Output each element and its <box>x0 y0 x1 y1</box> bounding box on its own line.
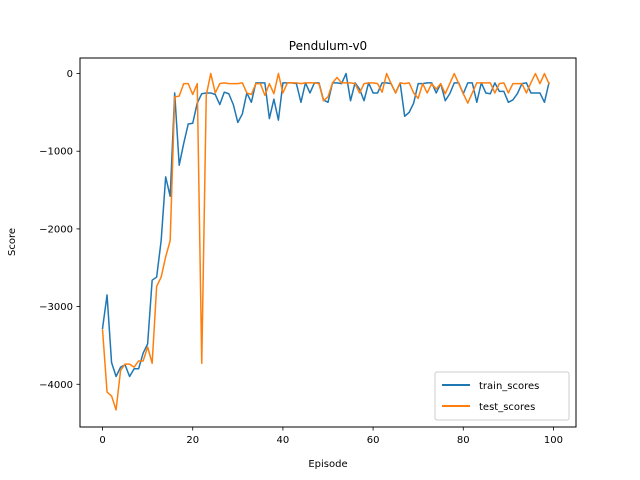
x-tick-label: 0 <box>99 435 105 446</box>
y-axis-label: Score <box>7 228 18 256</box>
chart-title: Pendulum-v0 <box>289 39 367 53</box>
legend: train_scores test_scores <box>434 371 570 421</box>
x-tick-label: 80 <box>457 435 470 446</box>
plot-area <box>79 57 577 428</box>
plot-frame <box>79 57 577 428</box>
legend-test-scores-label: test_scores <box>479 402 535 413</box>
x-axis: 0 20 40 60 80 100 <box>99 427 563 446</box>
y-tick-label: −1000 <box>39 147 73 158</box>
y-tick-label: 0 <box>67 69 73 80</box>
y-tick-label: −2000 <box>39 224 73 235</box>
x-tick-label: 40 <box>277 435 290 446</box>
y-tick-label: −4000 <box>39 380 73 391</box>
x-tick-label: 100 <box>544 435 563 446</box>
x-tick-label: 60 <box>367 435 380 446</box>
y-axis: −4000 −3000 −2000 −1000 0 <box>39 69 80 391</box>
legend-train-scores-label: train_scores <box>479 381 539 392</box>
series-layer <box>101 72 550 411</box>
x-axis-label: Episode <box>308 459 347 470</box>
y-tick-label: −3000 <box>39 302 73 313</box>
series-line-train-scores <box>101 72 550 378</box>
series-line-test-scores <box>101 72 550 411</box>
x-tick-label: 20 <box>186 435 199 446</box>
